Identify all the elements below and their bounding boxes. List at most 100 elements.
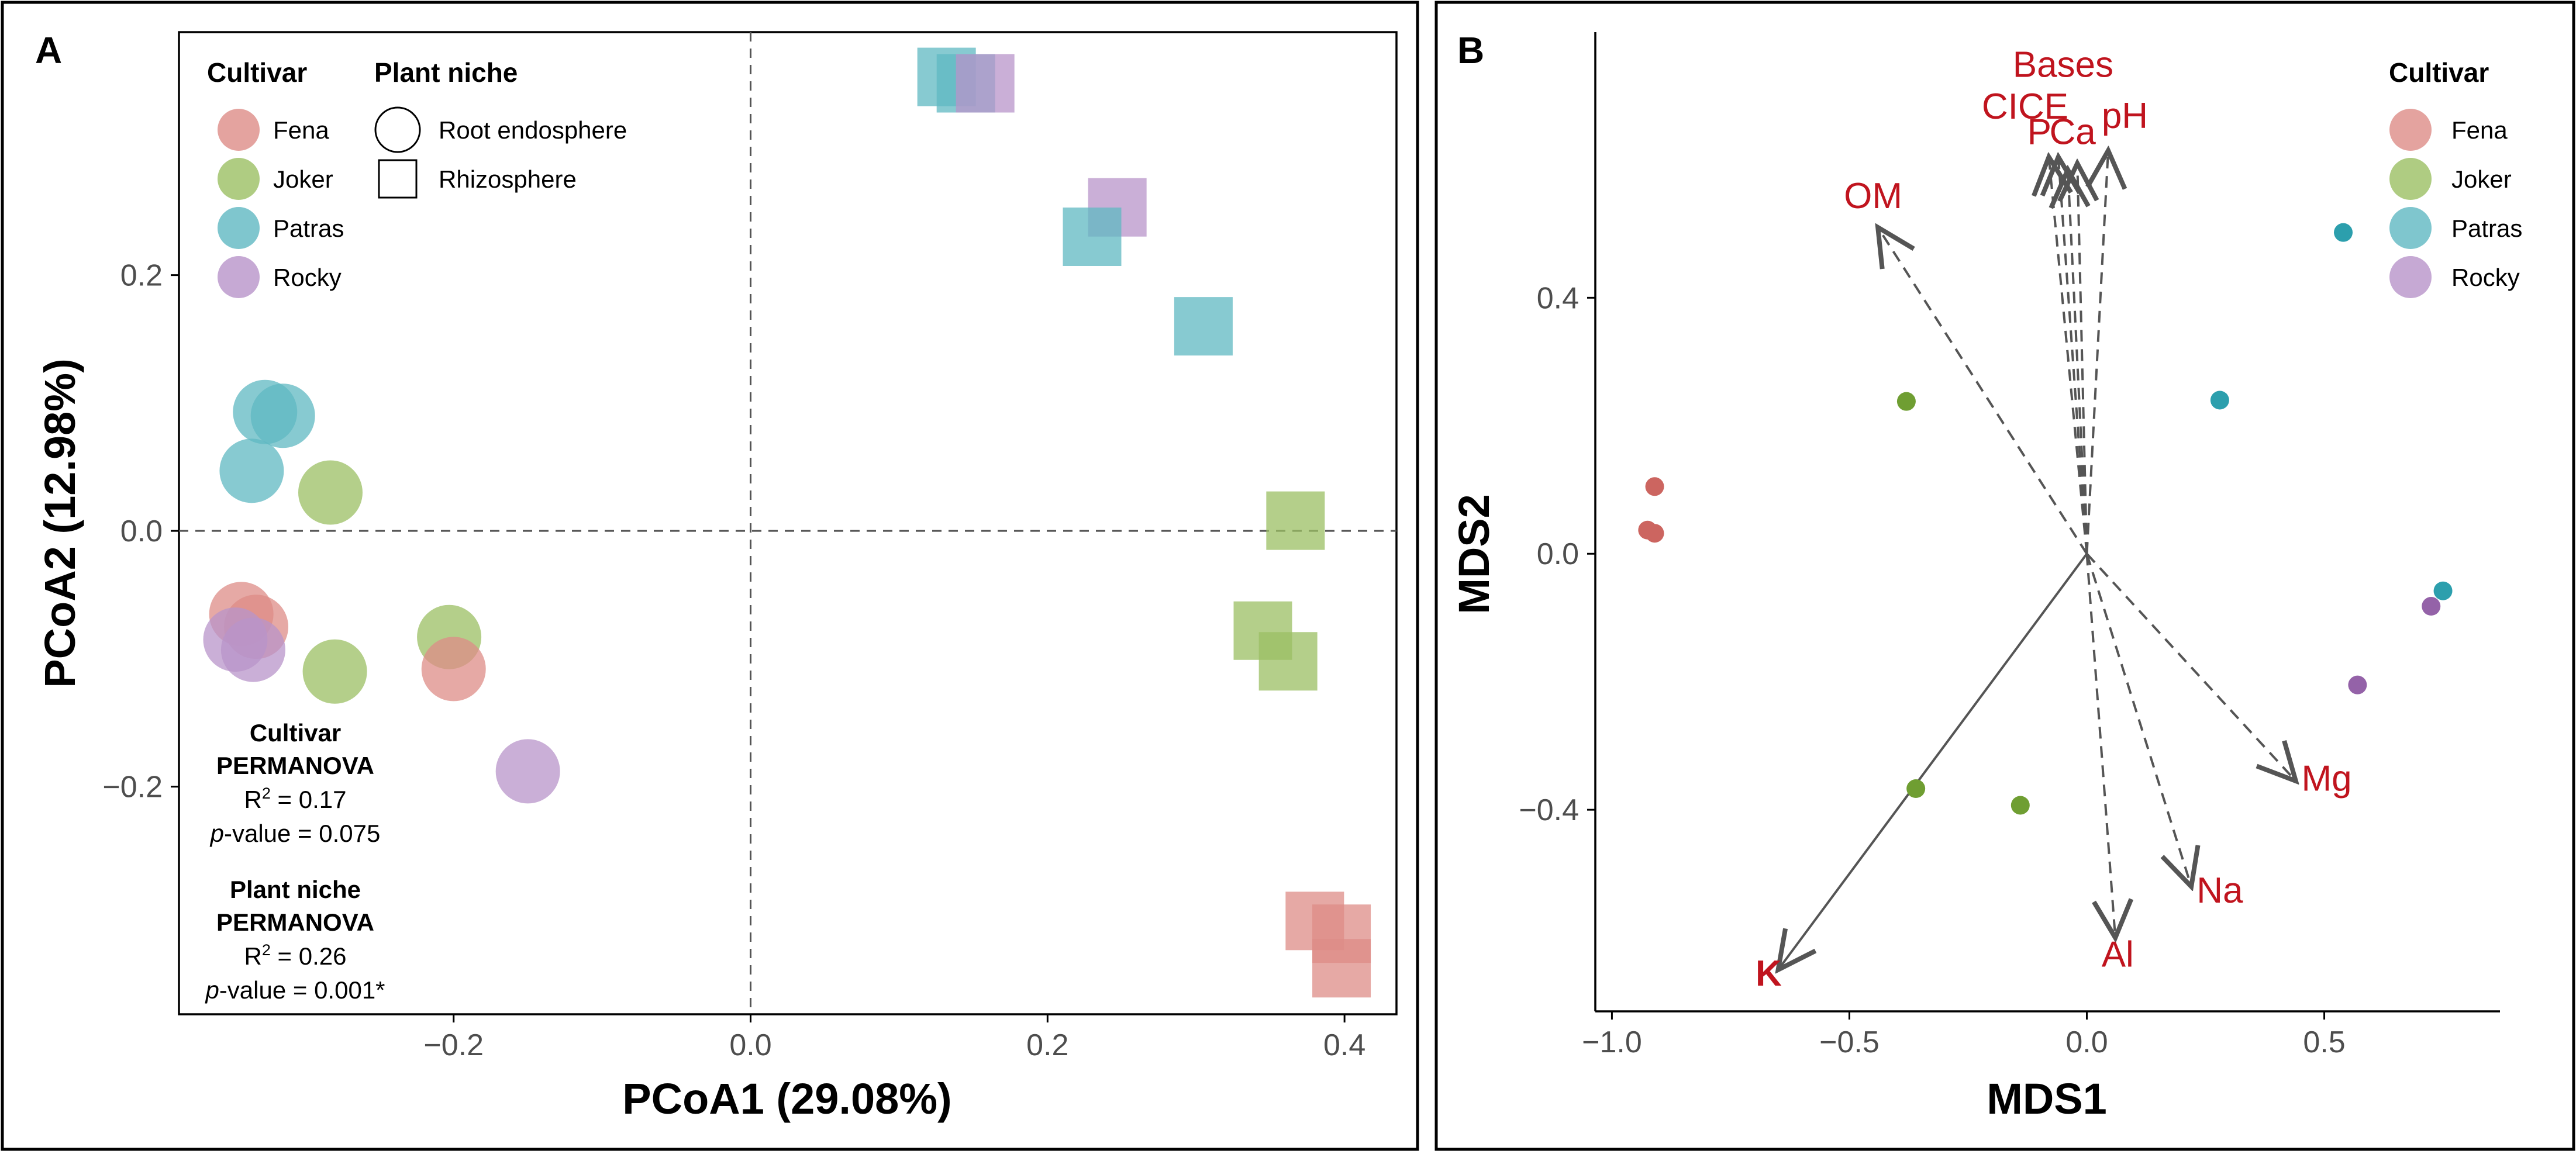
point-patras	[2334, 223, 2353, 242]
a-x-tick-label: 0.4	[1323, 1028, 1365, 1062]
permanova-annotation: Cultivar PERMANOVA R2 = 0.17 p-value = 0…	[204, 719, 385, 1004]
point-joker	[2011, 796, 2030, 815]
b-x-tick-label: 0.0	[2065, 1025, 2108, 1059]
panel-b-letter: B	[1457, 29, 1484, 71]
vector-label-cice: CICE	[1982, 87, 2068, 127]
panel-a-axis-ticks: −0.2 0.0 0.2 0.4 −0.2 0.0 0.2	[102, 259, 1365, 1062]
niche-p-value: p-value = 0.001*	[204, 976, 385, 1004]
point-patras-root-endosphere	[219, 438, 284, 503]
a-y-tick-label: 0.0	[120, 514, 163, 548]
b-y-tick-label: −0.4	[1519, 793, 1579, 827]
cultivar-permanova-title2: PERMANOVA	[216, 752, 374, 779]
panel-a-legend: Cultivar Fena Joker Patras Rocky Plant n…	[207, 57, 627, 298]
vector-na	[2085, 553, 2191, 886]
vector-ca	[2077, 163, 2087, 554]
vector-label-na: Na	[2196, 870, 2243, 911]
point-patras-rhizosphere	[1174, 297, 1233, 356]
legend-niche-title: Plant niche	[374, 57, 518, 88]
vector-om	[1878, 227, 2088, 555]
point-patras	[2210, 391, 2229, 410]
point-fena-rhizosphere	[1312, 939, 1371, 998]
vector-label-al: Al	[2102, 934, 2134, 975]
legend-cultivar-title: Cultivar	[207, 57, 307, 88]
b-y-tick-label: 0.0	[1537, 537, 1579, 571]
point-joker-root-endosphere	[302, 639, 367, 704]
vector-al	[2085, 554, 2115, 938]
a-y-tick-label: −0.2	[102, 771, 163, 804]
niche-r-squared: R2 = 0.26	[244, 941, 347, 970]
a-x-tick-label: 0.2	[1026, 1028, 1068, 1062]
point-joker	[1896, 392, 1916, 411]
legend-swatch-patras	[218, 207, 260, 249]
legend-b-swatch-joker	[2389, 158, 2432, 200]
vector-p	[2068, 170, 2087, 554]
point-rocky-root-endosphere	[495, 739, 560, 804]
b-x-tick-label: −0.5	[1819, 1025, 1880, 1059]
a-x-tick-label: −0.2	[423, 1028, 484, 1062]
legend-b-label-fena: Fena	[2451, 116, 2508, 144]
legend-label-rhizosphere: Rhizosphere	[439, 165, 577, 193]
legend-label-rocky: Rocky	[273, 264, 342, 291]
panel-b-legend: Cultivar Fena Joker Patras Rocky	[2389, 57, 2522, 298]
vector-label-bases: Bases	[2013, 45, 2113, 85]
vector-label-ca: Ca	[2050, 112, 2096, 153]
b-x-tick-label: −1.0	[1582, 1025, 1642, 1059]
panel-b-axis-ticks: −1.0 −0.5 0.0 0.5 −0.4 0.0 0.4	[1519, 281, 2345, 1059]
panel-a-plot-area	[178, 31, 1398, 1015]
legend-b-label-patras: Patras	[2451, 215, 2522, 242]
vector-label-p: P	[2027, 112, 2051, 153]
point-joker-rhizosphere	[1266, 491, 1325, 550]
panel-a: A −0.2 0.0 0.2 0.4 −0.2 0.0 0.2 PCoA1 (29.08%)…	[1, 1, 1419, 1151]
niche-permanova-title1: Plant niche	[230, 876, 361, 903]
legend-label-joker: Joker	[273, 165, 333, 193]
vector-k	[1778, 553, 2088, 970]
panel-b-x-axis-label: MDS1	[1987, 1074, 2107, 1123]
point-patras-root-endosphere	[250, 383, 315, 448]
vector-label-om: OM	[1844, 176, 1902, 216]
vector-label-k: K	[1756, 953, 1782, 994]
legend-label-patras: Patras	[273, 215, 344, 242]
niche-permanova-title2: PERMANOVA	[216, 908, 374, 936]
a-y-tick-label: 0.2	[120, 259, 163, 293]
vector-mg	[2086, 552, 2295, 781]
panel-a-x-axis-label: PCoA1 (29.08%)	[622, 1074, 951, 1123]
vector-bases	[2058, 157, 2088, 554]
point-fena	[1645, 524, 1664, 543]
a-x-tick-label: 0.0	[729, 1028, 771, 1062]
panel-b-data-points	[1638, 223, 2453, 815]
cultivar-r-squared: R2 = 0.17	[244, 785, 347, 813]
vector-cice	[2049, 157, 2088, 554]
vector-label-ph: pH	[2102, 96, 2148, 136]
b-y-tick-label: 0.4	[1537, 281, 1579, 315]
legend-label-root-endosphere: Root endosphere	[439, 116, 627, 144]
legend-swatch-rhizosphere	[378, 159, 418, 199]
panel-a-y-axis-label: PCoA2 (12.98%)	[36, 358, 84, 687]
legend-swatch-joker	[218, 158, 260, 200]
vector-label-mg: Mg	[2302, 758, 2352, 799]
legend-swatch-fena	[218, 109, 260, 151]
point-fena-root-endosphere	[421, 637, 486, 702]
panel-b-y-axis-label: MDS2	[1450, 494, 1498, 614]
panel-b-frame	[1434, 1, 2575, 1151]
cultivar-permanova-title1: Cultivar	[250, 719, 341, 747]
point-patras-rhizosphere	[1063, 208, 1122, 266]
point-joker	[1906, 779, 1926, 799]
legend-swatch-rocky	[218, 256, 260, 298]
legend-b-title: Cultivar	[2389, 57, 2489, 88]
point-rocky-root-endosphere	[220, 617, 285, 682]
point-joker-root-endosphere	[298, 460, 363, 525]
point-rocky-rhizosphere	[956, 54, 1015, 113]
legend-b-label-joker: Joker	[2451, 165, 2512, 193]
legend-b-swatch-rocky	[2389, 256, 2432, 298]
panel-a-reference-lines	[179, 32, 1396, 1014]
panel-a-letter: A	[35, 29, 62, 71]
point-rocky	[2422, 597, 2441, 616]
legend-b-swatch-patras	[2389, 207, 2432, 249]
panel-b-env-vectors	[1778, 151, 2296, 970]
vector-ph	[2087, 151, 2108, 554]
point-joker-rhizosphere	[1258, 632, 1318, 691]
panel-a-data-points	[203, 47, 1371, 998]
